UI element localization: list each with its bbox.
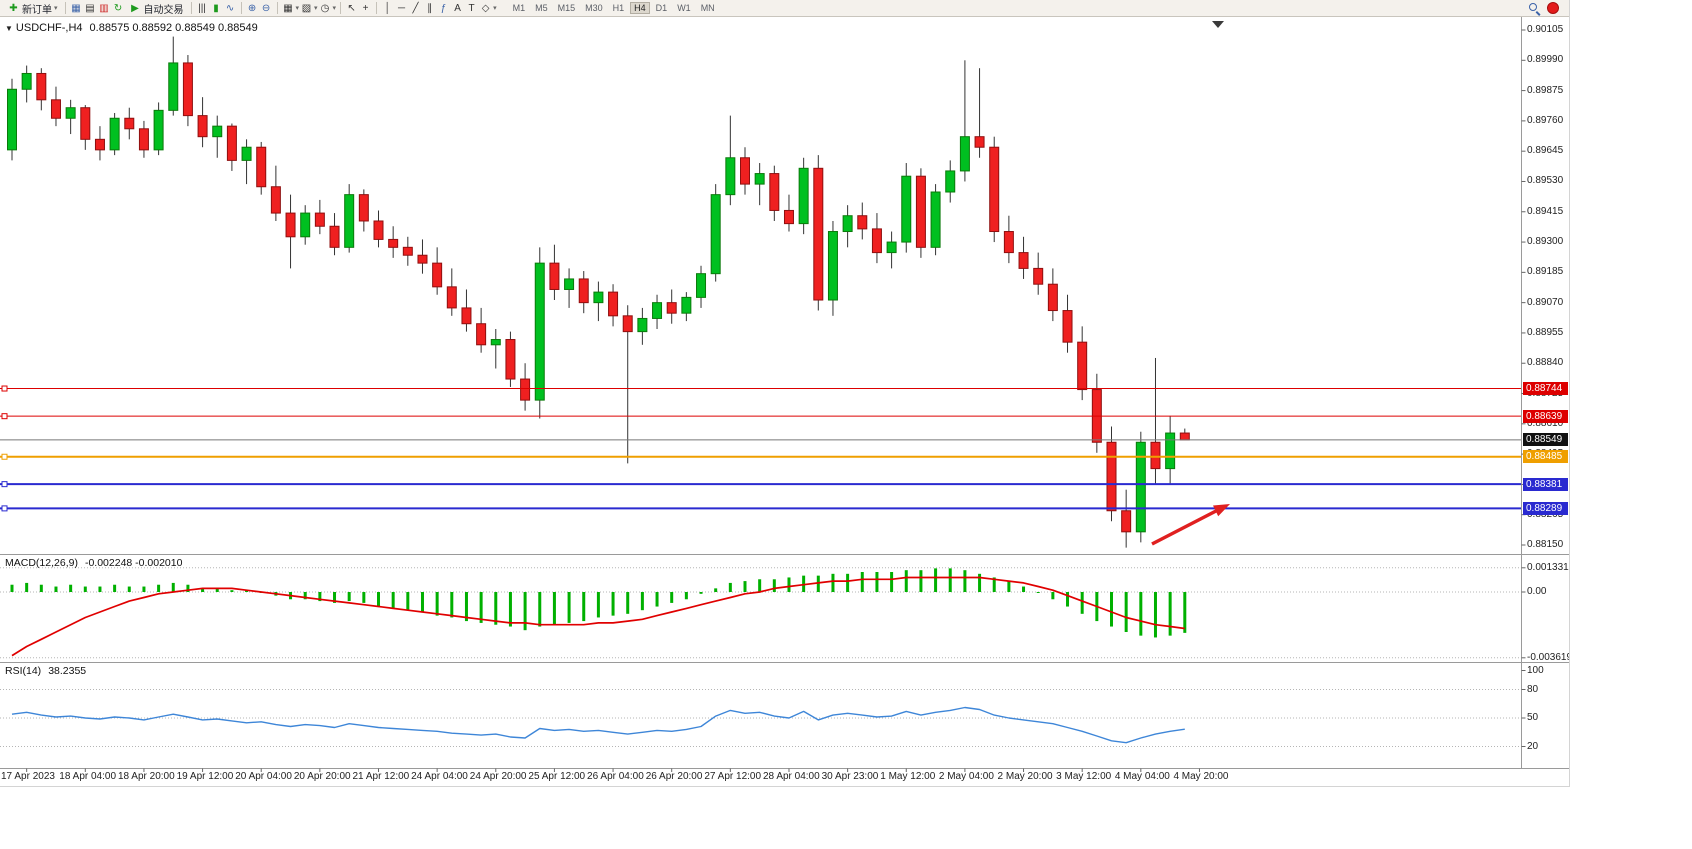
toolbar-separator xyxy=(64,2,66,14)
new-order-icon: ✚ xyxy=(9,2,18,14)
zoom-in-icon[interactable]: ⊕ xyxy=(247,2,257,14)
toolbar-separator xyxy=(240,2,242,14)
new-order-button[interactable]: ✚ 新订单 ▾ xyxy=(4,1,61,16)
line-chart-icon[interactable]: ∿ xyxy=(225,2,235,14)
zoom-out-icon[interactable]: ⊖ xyxy=(261,2,271,14)
timeframe-button-m5[interactable]: M5 xyxy=(535,3,548,13)
cascade-windows-icon[interactable]: ▧ xyxy=(301,2,312,14)
text-tool-icon[interactable]: A xyxy=(454,2,461,14)
search-icon[interactable] xyxy=(1528,2,1540,14)
tile-windows-icon[interactable]: ▦ xyxy=(283,2,293,14)
vertical-line-tool-icon[interactable]: │ xyxy=(384,2,391,14)
market-watch-icon[interactable]: ▥ xyxy=(99,2,109,14)
auto-trading-label: 自动交易 xyxy=(143,4,184,16)
trendline-tool-icon[interactable]: ╱ xyxy=(412,2,419,14)
timeframe-button-m1[interactable]: M1 xyxy=(512,3,526,13)
chart-canvas xyxy=(0,17,1569,772)
refresh-icon[interactable]: ↻ xyxy=(113,2,123,14)
channel-tool-icon[interactable]: ∥ xyxy=(427,2,433,14)
new-order-label: 新订单 xyxy=(22,4,52,16)
toolbar-separator xyxy=(276,2,278,14)
clock-icon[interactable]: ◷ xyxy=(320,2,330,14)
candlestick-chart-icon[interactable]: ▮ xyxy=(213,2,219,14)
notification-badge[interactable] xyxy=(1547,2,1559,14)
timeframe-button-w1[interactable]: W1 xyxy=(677,3,691,13)
profiles-icon[interactable]: ▤ xyxy=(85,2,95,14)
chart-plot-area[interactable] xyxy=(0,17,1521,768)
timeframe-button-mn[interactable]: MN xyxy=(700,3,715,13)
cursor-icon[interactable]: ↖ xyxy=(347,2,356,14)
crosshair-icon[interactable]: + xyxy=(362,2,369,14)
chevron-down-icon[interactable]: ▾ xyxy=(493,5,497,12)
auto-trading-button[interactable]: ▶ 自动交易 xyxy=(126,1,187,16)
price-axis[interactable] xyxy=(1521,17,1569,768)
chevron-down-icon[interactable]: ▾ xyxy=(314,5,318,12)
timeframe-button-d1[interactable]: D1 xyxy=(655,3,668,13)
timeframe-button-m30[interactable]: M30 xyxy=(585,3,603,13)
chevron-down-icon[interactable]: ▾ xyxy=(295,5,300,12)
charts-icon[interactable]: ▦ xyxy=(71,2,81,14)
trading-platform-window: ✚ 新订单 ▾ ▦ ▤ ▥ ↻ ▶ 自动交易 ||| ▮ ∿ ⊕ ⊖ ▦ ▾ ▧… xyxy=(0,0,1570,787)
play-icon: ▶ xyxy=(131,2,139,14)
shapes-tool-icon[interactable]: ◇ xyxy=(481,2,490,14)
time-axis[interactable] xyxy=(0,768,1521,786)
chart-window: ▼ USDCHF-,H4 0.88575 0.88592 0.88549 0.885… xyxy=(0,17,1569,786)
timeframe-button-h1[interactable]: H1 xyxy=(612,3,625,13)
main-toolbar: ✚ 新订单 ▾ ▦ ▤ ▥ ↻ ▶ 自动交易 ||| ▮ ∿ ⊕ ⊖ ▦ ▾ ▧… xyxy=(0,0,1569,17)
toolbar-separator xyxy=(340,2,342,14)
toolbar-separator xyxy=(376,2,378,14)
timeframe-toolbar: M1 M5 M15 M30 H1 H4 D1 W1 MN xyxy=(508,2,720,14)
timeframe-button-h4[interactable]: H4 xyxy=(630,2,650,14)
horizontal-line-tool-icon[interactable]: ─ xyxy=(398,2,406,14)
chevron-down-icon[interactable]: ▾ xyxy=(332,5,337,12)
fibonacci-tool-icon[interactable]: ƒ xyxy=(440,2,447,14)
chevron-down-icon: ▾ xyxy=(54,5,58,12)
bar-chart-icon[interactable]: ||| xyxy=(198,2,206,14)
text-label-tool-icon[interactable]: T xyxy=(468,2,475,14)
toolbar-right-cluster xyxy=(1528,2,1559,14)
timeframe-button-m15[interactable]: M15 xyxy=(557,3,576,13)
toolbar-separator xyxy=(190,2,192,14)
